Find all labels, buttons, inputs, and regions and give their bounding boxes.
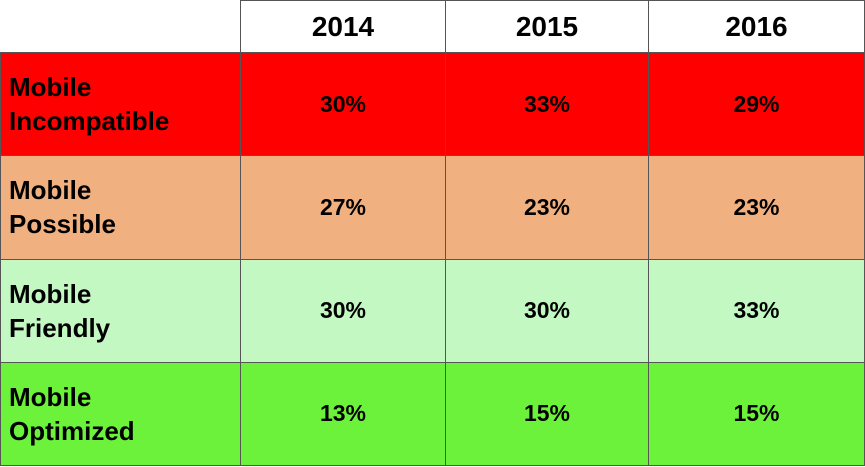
row-label-line: Optimized	[9, 415, 135, 446]
row-label-line: Mobile	[9, 72, 92, 103]
row-label: Mobile Possible	[0, 155, 241, 260]
column-header: 2015	[445, 0, 649, 53]
table-row: Mobile Optimized 13% 15% 15%	[0, 361, 865, 467]
value-cell: 33%	[445, 51, 649, 157]
value-cell: 27%	[240, 155, 446, 260]
row-label: Mobile Incompatible	[0, 51, 241, 157]
value-cell: 33%	[648, 258, 865, 363]
value-cell: 23%	[445, 155, 649, 260]
column-header: 2016	[648, 0, 865, 53]
row-label-line: Possible	[9, 209, 116, 240]
value-cell: 15%	[445, 361, 649, 467]
row-label: Mobile Friendly	[0, 258, 241, 363]
value-cell: 13%	[240, 361, 446, 467]
row-label: Mobile Optimized	[0, 361, 241, 467]
value-cell: 29%	[648, 51, 865, 157]
value-cell: 30%	[445, 258, 649, 363]
row-label-line: Mobile	[9, 278, 92, 309]
table-row: Mobile Possible 27% 23% 23%	[0, 155, 865, 260]
corner-cell	[0, 0, 241, 53]
row-label-line: Mobile	[9, 175, 92, 206]
table-row: Mobile Friendly 30% 30% 33%	[0, 258, 865, 363]
value-cell: 30%	[240, 258, 446, 363]
value-cell: 30%	[240, 51, 446, 157]
header-row: 2014 2015 2016	[0, 0, 865, 53]
row-label-line: Friendly	[9, 312, 111, 343]
table-row: Mobile Incompatible 30% 33% 29%	[0, 51, 865, 157]
row-label-line: Incompatible	[9, 106, 170, 137]
value-cell: 15%	[648, 361, 865, 467]
row-label-line: Mobile	[9, 381, 92, 412]
value-cell: 23%	[648, 155, 865, 260]
column-header: 2014	[240, 0, 446, 53]
